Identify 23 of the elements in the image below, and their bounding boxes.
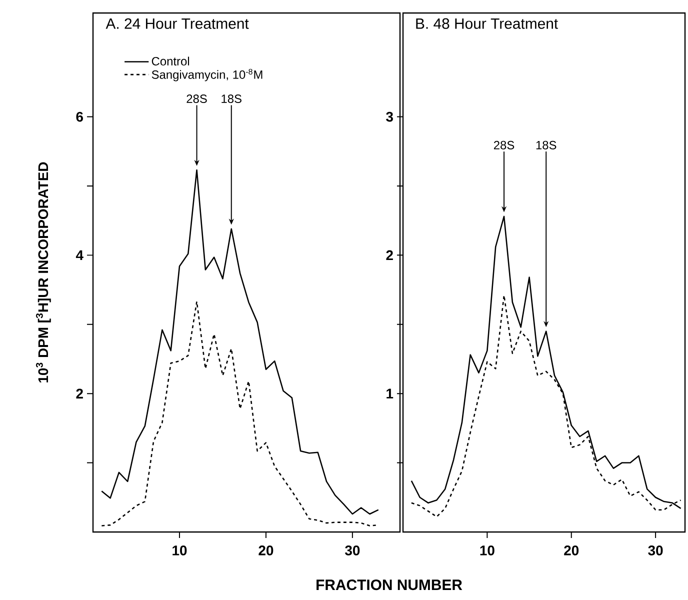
x-tick-label: 10	[172, 545, 187, 556]
y-tick-label: 2	[386, 250, 393, 260]
annotation: 18S	[222, 94, 242, 103]
y-axis-title: 10$^{3}$ DPM [$^{3}$H]UR INCORPORATED	[36, 162, 51, 382]
legend-label: Sangivamycin, 10$^{-8}$M	[152, 68, 262, 82]
y-tick-label: 4	[76, 250, 84, 260]
x-tick-label: 10	[480, 545, 494, 556]
y-tick-label: 6	[76, 112, 83, 122]
chart-title: A. 24 Hour Treatment	[106, 18, 249, 29]
y-tick-label: 1	[386, 388, 394, 398]
annotation: 18S	[536, 140, 556, 150]
annotation: 28S	[494, 140, 514, 150]
y-tick-label: 3	[386, 112, 393, 122]
line-series	[101, 169, 380, 515]
x-tick-label: 30	[345, 545, 360, 556]
x-tick-label: 30	[648, 545, 663, 556]
y-tick-label: 2	[76, 388, 83, 398]
x-tick-label: 20	[564, 545, 579, 556]
legend-label: Control	[152, 56, 190, 66]
x-tick-label: 20	[258, 545, 274, 556]
chart-title: B. 48 Hour Treatment	[416, 18, 558, 29]
x-axis-title: FRACTION NUMBER	[316, 580, 462, 590]
annotation: 28S	[186, 94, 207, 103]
